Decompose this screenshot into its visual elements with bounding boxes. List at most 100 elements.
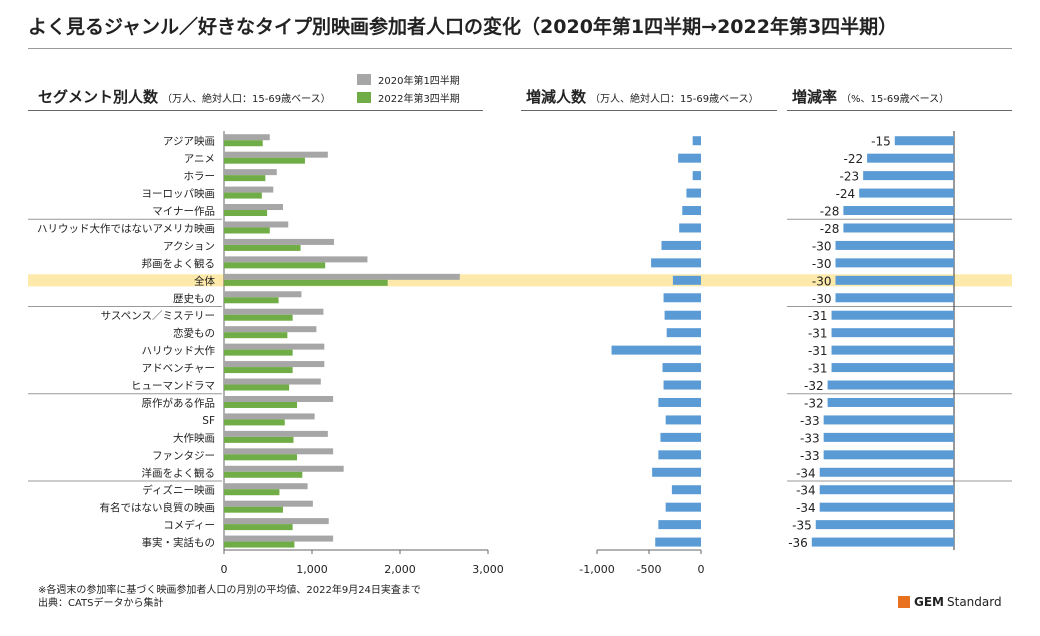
bar-2020	[224, 378, 321, 385]
change-bar	[665, 415, 701, 425]
rate-bar	[819, 485, 954, 495]
footnote-note: ※各週末の参加率に基づく映画参加者人口の月別の平均値、2022年9月24日実査ま…	[38, 585, 421, 596]
category-label: 全体	[194, 274, 215, 287]
rate-bar	[827, 380, 954, 390]
category-label: アジア映画	[163, 136, 215, 148]
bar-2022	[224, 192, 262, 199]
bar-2020	[224, 221, 289, 228]
category-label: ホラー	[184, 171, 216, 183]
change-x-tick-label: 0	[698, 563, 705, 576]
rate-data-label: -28	[820, 222, 840, 236]
rate-bar	[835, 258, 954, 268]
rate-bar	[843, 223, 954, 233]
change-bar	[671, 485, 701, 495]
bar-2022	[224, 314, 293, 321]
category-label: コメディー	[163, 519, 215, 532]
rate-bar	[835, 275, 954, 285]
rate-data-label: -35	[792, 519, 812, 533]
segment-section-header: セグメント別人数 （万人、絶対人口：15-69歳ベース）	[38, 86, 331, 107]
category-label: サスペンス／ミステリー	[101, 310, 215, 322]
bar-2022	[224, 367, 293, 374]
bar-2020	[224, 256, 368, 263]
segment-section-title: セグメント別人数	[38, 88, 159, 106]
rate-bar	[867, 153, 954, 163]
bar-2022	[224, 506, 283, 513]
rate-bar	[819, 502, 954, 512]
bar-2022	[224, 349, 293, 356]
bar-2020	[224, 361, 325, 368]
change-bar	[679, 223, 701, 233]
rate-data-label: -31	[808, 344, 828, 358]
rate-data-label: -33	[800, 449, 820, 463]
bar-2020	[224, 169, 277, 176]
change-bar	[663, 380, 701, 390]
bar-2022	[224, 140, 263, 147]
bar-2020	[224, 430, 328, 437]
change-x-tick-label: -1,000	[579, 563, 614, 576]
category-label: アクション	[163, 240, 215, 252]
bar-2022	[224, 157, 305, 164]
bar-2020	[224, 395, 334, 402]
bar-2020	[224, 343, 325, 350]
rate-data-label: -23	[840, 170, 860, 184]
brand-mark-icon	[898, 596, 910, 608]
category-label: 原作がある作品	[142, 396, 216, 409]
bar-2020	[224, 465, 344, 472]
change-bar	[665, 502, 701, 512]
category-label: ハリウッド大作ではないアメリカ映画	[37, 222, 215, 235]
category-label: ヒューマンドラマ	[131, 380, 215, 392]
change-bar	[611, 345, 701, 355]
bar-2020	[224, 448, 334, 455]
category-label: アドベンチャー	[142, 363, 215, 375]
bar-2022	[224, 489, 280, 496]
rate-bar	[831, 345, 954, 355]
title-divider	[28, 48, 1012, 49]
legend-label-2022: 2022年第3四半期	[378, 93, 460, 105]
rate-bar	[831, 328, 954, 338]
bar-2020	[224, 204, 283, 211]
bar-2022	[224, 541, 295, 548]
bar-2020	[224, 308, 324, 315]
bar-2020	[224, 483, 308, 490]
rate-data-label: -33	[800, 431, 820, 445]
rate-bar	[859, 188, 954, 198]
bar-2022	[224, 524, 293, 531]
bar-2022	[224, 332, 288, 339]
legend-label-2020: 2020年第1四半期	[378, 75, 460, 87]
rate-bar	[831, 310, 954, 320]
bar-2022	[224, 471, 303, 478]
legend-swatch-green	[357, 91, 371, 103]
category-label: ヨーロッパ映画	[142, 188, 216, 200]
footnote: ※各週末の参加率に基づく映画参加者人口の月別の平均値、2022年9月24日実査ま…	[38, 584, 421, 610]
bar-2022	[224, 384, 290, 391]
change-section-header: 増減人数 （万人、絶対人口：15-69歳ベース）	[526, 86, 759, 107]
bar-2020	[224, 238, 334, 245]
rate-data-label: -22	[843, 152, 863, 166]
bar-2020	[224, 134, 270, 141]
segment-x-tick-label: 0	[221, 563, 228, 576]
change-bar	[655, 537, 701, 547]
segment-section-subtitle: （万人、絶対人口：15-69歳ベース）	[162, 94, 331, 105]
change-x-tick-label: -500	[637, 563, 662, 576]
bar-2020	[224, 500, 313, 507]
rate-data-label: -28	[820, 205, 840, 219]
change-section-subtitle: （万人、絶対人口：15-69歳ベース）	[590, 94, 759, 105]
category-label: ファンタジー	[152, 450, 215, 462]
change-bar	[651, 258, 701, 268]
rate-bar	[831, 363, 954, 373]
bar-2020	[224, 413, 315, 420]
footnote-source: 出典：CATSデータから集計	[38, 598, 164, 609]
rate-section-rule	[787, 110, 1012, 111]
bar-2020	[224, 186, 274, 193]
category-label: 洋画をよく観る	[142, 466, 216, 479]
rate-data-label: -30	[812, 257, 832, 271]
change-bar	[672, 275, 701, 285]
bar-2020	[224, 273, 460, 280]
legend-swatch-gray	[357, 73, 371, 85]
change-bar	[692, 136, 701, 146]
bar-2022	[224, 419, 285, 426]
change-bar	[652, 467, 701, 477]
rate-data-label: -33	[800, 414, 820, 428]
legend-item-2020: 2020年第1四半期	[357, 70, 460, 88]
